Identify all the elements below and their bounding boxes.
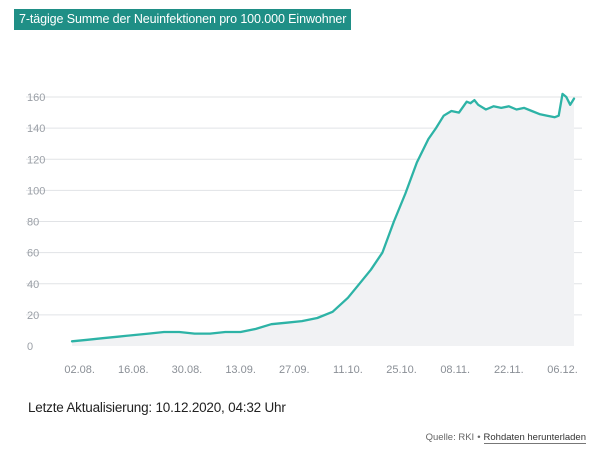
area-fill: [72, 93, 574, 347]
y-tick-label: 160: [27, 92, 45, 104]
x-tick-label: 02.08.: [64, 364, 95, 376]
series-line: [70, 92, 576, 343]
x-tick-label: 11.10.: [333, 364, 363, 376]
x-tick-label: 30.08.: [172, 364, 203, 376]
y-tick-label: 120: [27, 154, 45, 166]
y-tick-label: 0: [27, 341, 33, 353]
chart-title: 7-tägige Summe der Neuinfektionen pro 10…: [14, 9, 352, 30]
y-tick-label: 80: [27, 217, 39, 229]
separator: •: [477, 432, 481, 443]
x-tick-label: 16.08.: [118, 364, 149, 376]
x-tick-label: 06.12.: [547, 364, 578, 376]
last-updated: Letzte Aktualisierung: 10.12.2020, 04:32…: [28, 400, 286, 415]
x-tick-label: 27.09.: [279, 364, 310, 376]
y-tick-label: 100: [27, 185, 45, 197]
y-tick-label: 20: [27, 310, 39, 322]
chart-plot: 0 20 40 60 80 100 120 140 160 02.08. 16.08. 30.08.…: [26, 92, 582, 376]
y-tick-label: 60: [27, 248, 39, 260]
x-tick-label: 25.10.: [386, 364, 417, 376]
source-label: Quelle: RKI: [425, 432, 475, 443]
download-raw-data-link[interactable]: Rohdaten herunterladen: [483, 432, 586, 444]
y-tick-label: 40: [27, 279, 39, 291]
x-tick-label: 08.11.: [440, 364, 470, 376]
source-line: Quelle: RKI • Rohdaten herunterladen: [425, 432, 586, 444]
x-tick-label: 22.11.: [494, 364, 524, 376]
y-tick-label: 140: [27, 123, 45, 135]
x-tick-label: 13.09.: [225, 364, 256, 376]
